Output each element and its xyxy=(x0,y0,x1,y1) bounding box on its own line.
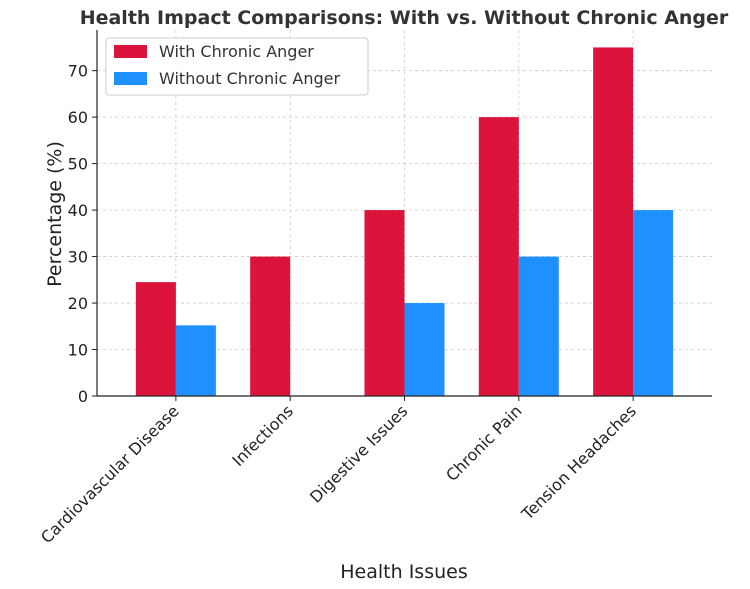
y-tick-label: 60 xyxy=(68,108,88,127)
bars xyxy=(135,47,674,397)
chart-title: Health Impact Comparisons: With vs. With… xyxy=(80,7,729,29)
y-axis-label: Percentage (%) xyxy=(44,141,66,287)
y-tick-label: 10 xyxy=(68,341,88,360)
x-tick-label: Chronic Pain xyxy=(442,401,526,485)
y-tick-label: 30 xyxy=(68,248,88,267)
y-tick-label: 40 xyxy=(68,201,88,220)
legend-swatch-without-anger xyxy=(114,72,147,85)
bar-without-anger xyxy=(633,210,674,396)
y-tick-label: 50 xyxy=(68,155,88,174)
bar-with-anger xyxy=(478,117,519,397)
bar-with-anger xyxy=(135,282,176,396)
x-tick-label: Digestive Issues xyxy=(306,401,411,506)
y-axis-ticks: 0 10 20 30 40 50 60 70 xyxy=(68,62,97,406)
y-tick-label: 70 xyxy=(68,62,88,81)
bar-with-anger xyxy=(364,210,405,396)
legend-label-without-anger: Without Chronic Anger xyxy=(159,69,341,88)
legend-swatch-with-anger xyxy=(114,45,147,58)
bar-without-anger xyxy=(404,303,445,396)
x-tick-label: Tension Headaches xyxy=(517,401,640,524)
legend-label-with-anger: With Chronic Anger xyxy=(159,42,314,61)
y-tick-label: 0 xyxy=(78,387,88,406)
bar-with-anger xyxy=(593,47,634,397)
x-tick-label: Cardiovascular Disease xyxy=(37,401,183,547)
legend-box xyxy=(105,37,369,96)
x-axis-label: Health Issues xyxy=(340,561,467,583)
bar-without-anger xyxy=(518,256,559,396)
y-tick-label: 20 xyxy=(68,294,88,313)
bar-without-anger xyxy=(175,325,216,396)
bar-with-anger xyxy=(250,256,291,396)
x-tick-label: Infections xyxy=(228,401,297,470)
legend: With Chronic Anger Without Chronic Anger xyxy=(105,37,369,96)
x-axis-ticks: Cardiovascular Disease Infections Digestiv… xyxy=(37,396,640,547)
